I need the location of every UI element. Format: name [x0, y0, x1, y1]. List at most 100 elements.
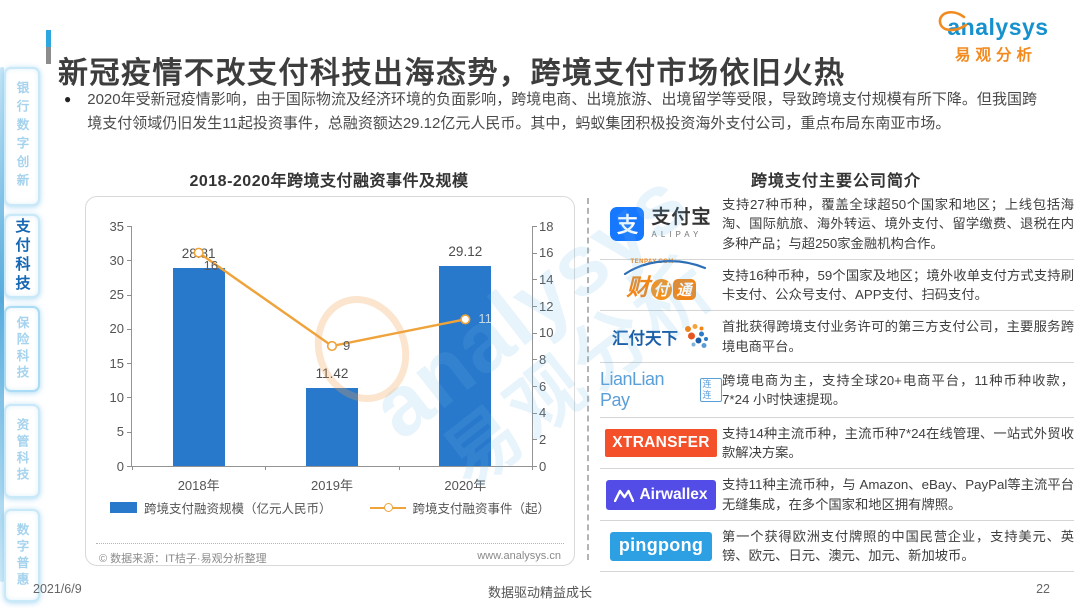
left-axis-tick-label: 20 [109, 321, 124, 337]
right-axis-tick-label: 18 [539, 218, 554, 234]
chart-plot-area: 0510152025303502468101214161828.812018年1… [110, 219, 554, 494]
x-axis-tick [398, 466, 400, 470]
left-axis-tick [127, 260, 132, 262]
right-axis-tick [532, 252, 537, 254]
line-value-label: 16 [203, 257, 219, 273]
left-axis-tick [127, 328, 132, 330]
company-row-pingpong: pingpong 第一个获得欧洲支付牌照的中国民营企业，支持美元、英镑、欧元、日… [600, 521, 1074, 573]
x-axis-category-label: 2020年 [444, 478, 487, 493]
right-axis-tick [532, 226, 537, 227]
chart-legend: 跨境支付融资规模（亿元人民币） 跨境支付融资事件（起） [86, 498, 574, 517]
left-axis-tick-label: 30 [109, 252, 124, 268]
source-url[interactable]: www.analysys.cn [477, 550, 561, 562]
company-description: 支持14种主流币种，主流币种7*24在线管理、一站式外贸收款解决方案。 [722, 425, 1074, 461]
company-row-huifu: 汇付天下 首批获得跨境支付业务许可的第三方支付公司，主要服务跨境电商平台。 [600, 311, 1074, 363]
left-axis-tick [127, 466, 132, 467]
right-axis-tick-label: 8 [539, 351, 547, 367]
lianlian-logo: LianLian Pay 连连 [600, 369, 722, 411]
logo-swirl-icon [939, 10, 968, 32]
right-axis-tick [532, 466, 537, 467]
left-axis-tick [127, 294, 132, 296]
left-axis-tick [127, 363, 132, 365]
company-description: 第一个获得欧洲支付牌照的中国民营企业，支持美元、英镑、欧元、日元、澳元、加元、新… [722, 528, 1074, 564]
bar-2019年 [306, 387, 358, 466]
legend-item-line: 跨境支付融资事件（起） [369, 498, 551, 517]
legend-line-swatch [369, 503, 406, 512]
title-accent-bar [46, 30, 51, 64]
line-data-point [326, 340, 338, 352]
chart-title: 2018-2020年跨境支付融资事件及规模 [189, 173, 469, 190]
right-axis-tick [532, 359, 537, 361]
left-axis-tick [127, 397, 132, 399]
left-axis-tick-label: 10 [109, 389, 124, 405]
chart-panel: 0510152025303502468101214161828.812018年1… [85, 196, 575, 566]
right-axis-tick [532, 412, 537, 414]
huifu-logo: 汇付天下 [600, 323, 722, 350]
company-description: 支持27种币种，覆盖全球超50个国家和地区；上线包括海淘、国际航旅、海外转运、境… [722, 197, 1074, 251]
sidebar-item-asset-mgmt-tech[interactable]: 资管科技 [4, 404, 40, 498]
x-axis-category-label: 2019年 [311, 478, 353, 493]
tenpay-swoosh-icon [623, 260, 706, 276]
panel-divider [587, 198, 589, 560]
left-axis-tick-label: 15 [109, 355, 124, 371]
sidebar: 银行数字创新 支付科技 保险科技 资管科技 数字普惠 [4, 67, 40, 602]
left-axis-tick-label: 0 [116, 458, 124, 474]
company-description: 跨境电商为主，支持全球20+电商平台，11种币种收款，7*24 小时快速提现。 [722, 372, 1074, 407]
right-axis-tick-label: 12 [539, 298, 554, 314]
footer-date: 2021/6/9 [33, 582, 82, 596]
line-value-label: 9 [343, 338, 351, 353]
airwallex-mark-icon [614, 489, 635, 502]
sidebar-item-digital-inclusion[interactable]: 数字普惠 [4, 509, 40, 602]
company-row-tenpay: TENPAY.COM 财 付 通 支持16种币种，59个国家及地区；境外收单支付… [600, 259, 1074, 312]
right-axis-tick-label: 0 [539, 458, 547, 474]
right-axis-tick-label: 4 [539, 405, 547, 421]
right-axis-tick-label: 2 [539, 431, 547, 447]
right-axis-tick [532, 279, 537, 281]
company-row-lianlian: LianLian Pay 连连 跨境电商为主，支持全球20+电商平台，11种币种… [600, 363, 1074, 418]
page-number: 22 [1036, 582, 1050, 596]
bar-2018年 [172, 268, 225, 466]
right-axis-tick-label: 6 [539, 378, 547, 394]
legend-line-label: 跨境支付融资事件（起） [412, 502, 551, 516]
x-axis-tick [265, 466, 267, 470]
sidebar-item-insurance-tech[interactable]: 保险科技 [4, 306, 40, 392]
pingpong-logo: pingpong [600, 531, 722, 561]
right-axis-tick-label: 10 [539, 325, 554, 341]
right-axis-tick-label: 16 [539, 245, 554, 261]
legend-bar-label: 跨境支付融资规模（亿元人民币） [143, 502, 332, 516]
right-axis-tick [532, 306, 537, 307]
left-axis-tick-label: 5 [116, 424, 124, 440]
legend-item-bar: 跨境支付融资规模（亿元人民币） [109, 498, 332, 517]
bar-value-label: 11.42 [315, 365, 349, 381]
intro-text: 2020年受新冠疫情影响，由于国际物流及经济环境的负面影响，跨境电商、出境旅游、… [87, 91, 1037, 132]
xtransfer-logo: XTRANSFER [600, 429, 722, 458]
right-axis-tick [532, 439, 537, 441]
bullet-icon: ● [64, 92, 72, 106]
right-axis-tick [532, 386, 537, 387]
sidebar-edge-strip [0, 67, 4, 582]
x-axis-tick [532, 466, 533, 470]
intro-block: ● 2020年受新冠疫情影响，由于国际物流及经济环境的负面影响，跨境电商、出境旅… [64, 88, 1037, 135]
huifu-pinwheel-icon [685, 324, 708, 349]
source-divider [96, 543, 564, 544]
logo-brand-cn: 易观分析 [954, 47, 1037, 64]
companies-title: 跨境支付主要公司简介 [750, 173, 921, 190]
line-data-point [193, 247, 204, 258]
company-row-xtransfer: XTRANSFER 支持14种主流币种，主流币种7*24在线管理、一站式外贸收款… [600, 418, 1074, 470]
left-axis-tick-label: 35 [109, 218, 124, 234]
company-description: 支持11种主流币种，与 Amazon、eBay、PayPal等主流平台无缝集成，… [722, 477, 1074, 512]
right-axis-tick-label: 14 [539, 271, 554, 287]
company-description: 首批获得跨境支付业务许可的第三方支付公司，主要服务跨境电商平台。 [722, 319, 1074, 354]
companies-list: 支 支付宝 ALIPAY 支持27种币种，覆盖全球超50个国家和地区；上线包括海… [600, 189, 1074, 573]
bar-2020年 [439, 266, 492, 466]
x-axis-category-label: 2018年 [177, 478, 220, 493]
data-source-text: © 数据来源：IT桔子·易观分析整理 [99, 553, 267, 565]
sidebar-item-banking-digital[interactable]: 银行数字创新 [4, 67, 40, 206]
right-axis-tick [532, 332, 537, 334]
sidebar-item-payment-tech-active[interactable]: 支付科技 [4, 214, 40, 298]
company-description: 支持16种币种，59个国家及地区；境外收单支付方式支持刷卡支付、公众号支付、AP… [722, 267, 1074, 303]
page-title: 新冠疫情不改支付科技出海态势，跨境支付市场依旧火热 [58, 57, 846, 91]
alipay-logo: 支 支付宝 ALIPAY [600, 206, 722, 241]
company-row-alipay: 支 支付宝 ALIPAY 支持27种币种，覆盖全球超50个国家和地区；上线包括海… [600, 189, 1074, 260]
